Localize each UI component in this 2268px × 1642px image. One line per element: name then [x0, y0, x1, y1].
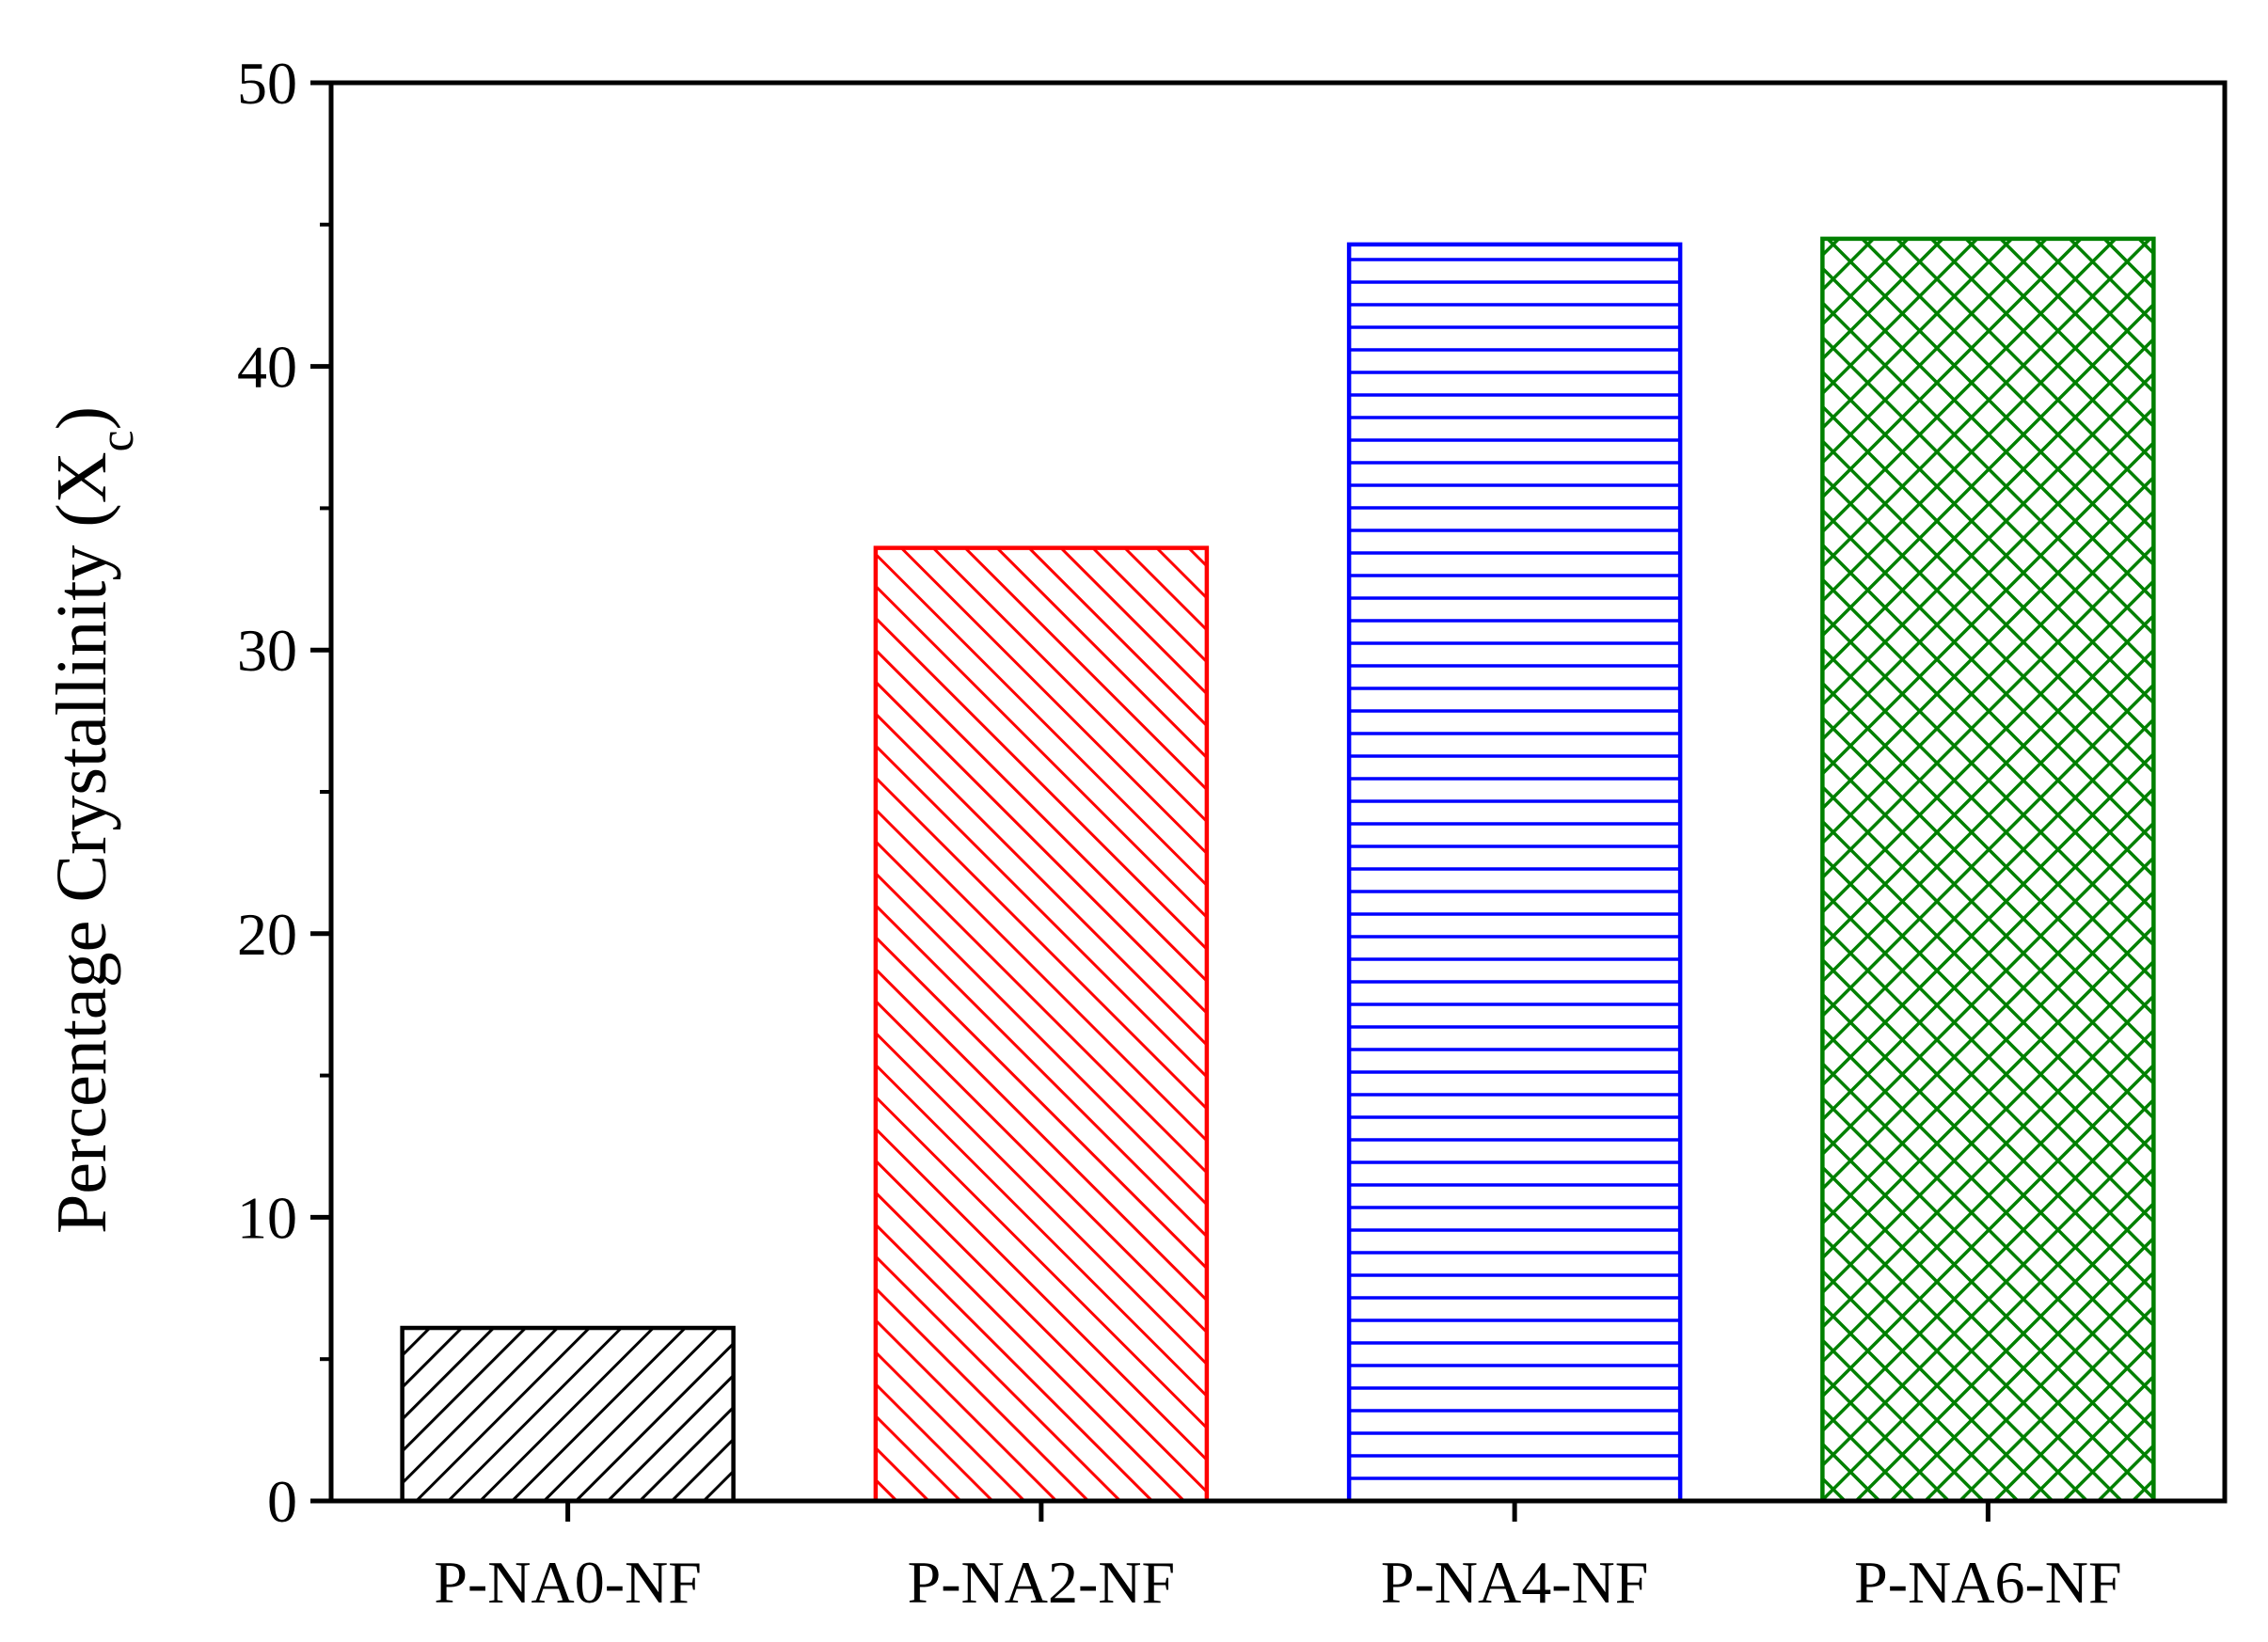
x-tick-label: P-NA2-NF: [908, 1549, 1175, 1616]
y-axis-title: Percentage Crystallinity (Xc): [42, 406, 144, 1234]
y-axis: 0 10 20 30 40 50: [237, 50, 331, 1535]
bar-p-na0-nf: [400, 1325, 736, 1504]
x-tick-label: P-NA6-NF: [1854, 1549, 2121, 1616]
x-axis: P-NA0-NF P-NA2-NF P-NA4-NF P-NA6-NF: [434, 1501, 2122, 1616]
y-tick-label: 40: [237, 334, 297, 401]
y-tick-label: 20: [237, 901, 297, 968]
y-tick-label: 10: [237, 1184, 297, 1251]
y-tick-label: 50: [237, 50, 297, 117]
plot-frame: [328, 80, 2228, 1504]
y-tick-label: 0: [267, 1468, 297, 1535]
y-axis-title-subscript: c: [90, 430, 144, 451]
bar-p-na2-nf: [873, 545, 1210, 1504]
x-tick-label: P-NA0-NF: [434, 1549, 701, 1616]
x-tick-label: P-NA4-NF: [1381, 1549, 1648, 1616]
y-axis-title-close: ): [42, 406, 121, 430]
bar-p-na4-nf: [1346, 242, 1683, 1504]
y-tick-label: 30: [237, 617, 297, 684]
bar-p-na6-nf: [1820, 236, 2156, 1504]
y-axis-title-main: Percentage Crystallinity (X: [42, 451, 121, 1234]
bars-layer: [400, 236, 2156, 1504]
